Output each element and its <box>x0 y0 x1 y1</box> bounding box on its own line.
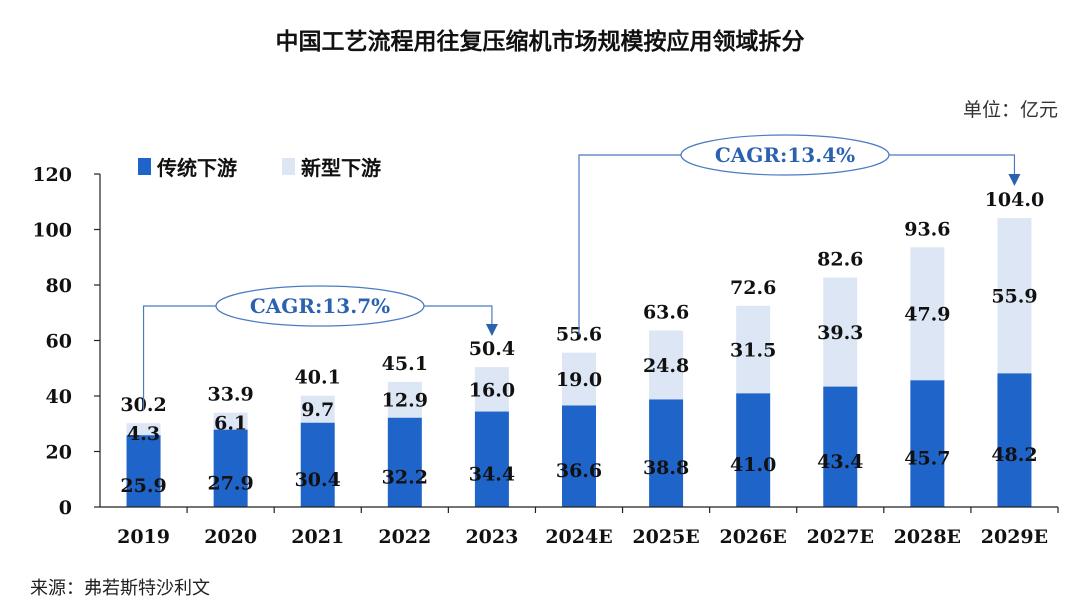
bar-traditional-2027E <box>823 386 858 507</box>
x-tick-label-2026E: 2026E <box>719 526 786 548</box>
bar-new-2027E <box>823 277 858 387</box>
value-label-new-2019: 4.3 <box>127 423 160 445</box>
value-label-new-2023: 16.0 <box>469 379 515 401</box>
bar-traditional-2023 <box>474 411 509 507</box>
bar-new-2024E <box>562 352 596 406</box>
value-label-new-2027E: 39.3 <box>817 322 863 344</box>
x-tick-label-2028E: 2028E <box>894 526 961 548</box>
y-tick-label-20: 20 <box>46 442 72 464</box>
value-label-traditional-2022: 32.2 <box>382 466 428 488</box>
legend-swatch-new <box>282 158 295 175</box>
annotations-layer: CAGR:13.7% CAGR:13.4% <box>142 134 1021 410</box>
bar-traditional-2026E <box>736 393 771 507</box>
value-label-traditional-2019: 25.9 <box>120 475 166 497</box>
x-tick-label-2021: 2021 <box>291 526 344 548</box>
legend-swatch-traditional <box>138 158 151 175</box>
x-tick-label-2022: 2022 <box>378 526 431 548</box>
value-label-traditional-2025E: 38.8 <box>643 457 689 479</box>
bar-new-2021 <box>300 395 335 423</box>
bar-traditional-2028E <box>910 380 945 507</box>
cagr-ellipse-1 <box>215 285 425 327</box>
x-tick-label-2023: 2023 <box>465 526 518 548</box>
x-tick-label-2025E: 2025E <box>632 526 699 548</box>
value-label-total-2020: 33.9 <box>207 384 253 406</box>
value-label-new-2025E: 24.8 <box>643 355 689 377</box>
x-tick-label-2029E: 2029E <box>981 526 1048 548</box>
value-label-new-2029E: 55.9 <box>991 286 1037 308</box>
source-note: 来源：弗若斯特沙利文 <box>30 578 210 599</box>
chart-title: 中国工艺流程用往复压缩机市场规模按应用领域拆分 <box>275 29 805 55</box>
bar-traditional-2022 <box>387 417 422 507</box>
legend-label-traditional: 传统下游 <box>156 156 237 180</box>
x-tick-label-2024E: 2024E <box>545 526 612 548</box>
value-label-total-2021: 40.1 <box>295 367 341 389</box>
value-label-traditional-2027E: 43.4 <box>817 451 863 473</box>
bar-traditional-2029E <box>997 373 1032 507</box>
y-tick-label-0: 0 <box>59 497 72 519</box>
value-label-total-2023: 50.4 <box>469 338 515 360</box>
bar-new-2028E <box>910 247 945 381</box>
bar-new-2023 <box>474 367 509 412</box>
value-label-traditional-2020: 27.9 <box>207 472 253 494</box>
value-label-total-2025E: 63.6 <box>643 302 689 324</box>
cagr-label-2: CAGR:13.4% <box>715 143 855 167</box>
bar-traditional-2020 <box>213 429 248 507</box>
y-tick-label-100: 100 <box>32 220 72 242</box>
y-tick-label-80: 80 <box>46 275 72 297</box>
unit-label: 单位：亿元 <box>962 99 1058 121</box>
value-label-total-2027E: 82.6 <box>817 249 863 271</box>
bar-traditional-2019 <box>126 435 161 507</box>
value-label-total-2022: 45.1 <box>382 353 428 375</box>
axes-layer: 0 20 40 60 80 100 120 2019 2020 2021 2022 2023 2024E… <box>32 164 1059 548</box>
value-label-traditional-2024E: 36.6 <box>556 460 602 482</box>
bars-layer <box>126 218 1032 507</box>
value-label-traditional-2029E: 48.2 <box>991 444 1037 466</box>
value-label-traditional-2028E: 45.7 <box>904 448 950 470</box>
bar-new-2020 <box>213 412 248 430</box>
value-label-traditional-2026E: 41.0 <box>730 454 776 476</box>
value-label-new-2026E: 31.5 <box>730 340 776 362</box>
value-label-total-2029E: 104.0 <box>985 189 1045 211</box>
bar-new-2019 <box>126 423 161 436</box>
bar-new-2022 <box>387 381 422 418</box>
cagr-ellipse-2 <box>680 134 890 176</box>
y-tick-label-40: 40 <box>46 386 72 408</box>
bar-traditional-2025E <box>649 399 684 507</box>
legend: 传统下游 新型下游 <box>138 156 381 180</box>
bar-traditional-2024E <box>562 405 596 507</box>
value-label-total-2028E: 93.6 <box>904 218 950 240</box>
legend-label-new: 新型下游 <box>301 156 381 180</box>
x-tick-label-2027E: 2027E <box>807 526 874 548</box>
bar-new-2025E <box>649 330 684 400</box>
x-tick-label-2020: 2020 <box>204 526 257 548</box>
value-label-new-2024E: 19.0 <box>556 369 602 391</box>
value-label-total-2026E: 72.6 <box>730 277 776 299</box>
bar-new-2026E <box>736 305 771 394</box>
value-label-new-2028E: 47.9 <box>904 304 950 326</box>
y-tick-label-120: 120 <box>32 164 72 186</box>
value-label-new-2022: 12.9 <box>382 390 428 412</box>
value-label-new-2021: 9.7 <box>301 399 334 421</box>
value-label-new-2020: 6.1 <box>214 413 247 435</box>
bar-traditional-2021 <box>300 422 335 507</box>
value-label-traditional-2021: 30.4 <box>295 469 341 491</box>
y-tick-label-60: 60 <box>46 331 72 353</box>
x-tick-label-2019: 2019 <box>117 526 170 548</box>
cagr-label-1: CAGR:13.7% <box>250 294 390 318</box>
value-label-traditional-2023: 34.4 <box>469 463 515 485</box>
bar-new-2029E <box>997 218 1032 374</box>
